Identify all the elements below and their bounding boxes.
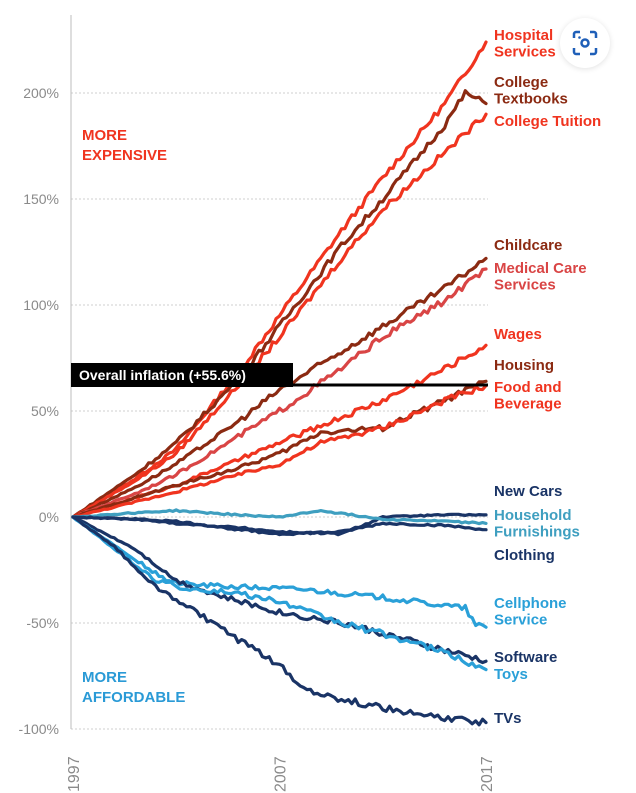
series-line-food-and-beverage <box>71 384 488 519</box>
series-label: New Cars <box>494 483 562 500</box>
y-tick-label: 0% <box>39 509 59 525</box>
more-affordable-note: AFFORDABLE <box>82 689 185 706</box>
more-expensive-note: EXPENSIVE <box>82 147 167 164</box>
series-line-childcare <box>71 256 488 519</box>
x-tick-label: 2017 <box>479 756 496 792</box>
series-label: Housing <box>494 357 554 374</box>
series-line-housing <box>71 379 488 519</box>
y-tick-label: 50% <box>31 403 59 419</box>
series-line-hospital-services <box>71 40 488 519</box>
series-line-cellphone-service <box>71 515 488 629</box>
y-tick-label: -100% <box>19 721 59 737</box>
series-label: College <box>494 74 548 91</box>
y-tick-label: 150% <box>23 191 59 207</box>
series-label: Childcare <box>494 237 562 254</box>
overall-inflation-label-box <box>71 363 293 387</box>
series-label: Service <box>494 612 547 629</box>
series-label: Household <box>494 507 572 524</box>
visual-search-button[interactable] <box>560 18 610 68</box>
series-label: TVs <box>494 710 522 727</box>
overall-inflation-label: Overall inflation (+55.6%) <box>79 367 246 383</box>
x-tick-label: 1997 <box>66 756 83 792</box>
series-line-college-tuition <box>71 112 488 519</box>
series-label: Furnishings <box>494 524 580 541</box>
series-label: Medical Care <box>494 260 587 277</box>
series-label: Cellphone <box>494 595 567 612</box>
series-line-household-furnishings <box>71 508 488 526</box>
series-label: College Tuition <box>494 113 601 130</box>
series-line-toys <box>71 515 488 672</box>
x-tick-label: 2007 <box>273 756 290 792</box>
series-line-medical-care-services <box>71 267 488 519</box>
y-tick-label: 200% <box>23 85 59 101</box>
more-affordable-note: MORE <box>82 669 127 686</box>
series-label: Food and <box>494 379 562 396</box>
series-line-college-textbooks <box>71 89 488 519</box>
series-line-clothing <box>71 515 488 537</box>
series-label: Hospital <box>494 27 553 44</box>
series-label: Services <box>494 277 556 294</box>
series-line-software <box>71 515 488 665</box>
series-label: Software <box>494 649 557 666</box>
y-tick-label: -50% <box>26 615 59 631</box>
series-label: Services <box>494 44 556 61</box>
visual-search-icon <box>572 30 598 56</box>
series-label: Clothing <box>494 547 555 564</box>
y-tick-label: 100% <box>23 297 59 313</box>
more-expensive-note: MORE <box>82 127 127 144</box>
series-label: Wages <box>494 326 542 343</box>
series-label: Textbooks <box>494 91 568 108</box>
series-label: Beverage <box>494 396 562 413</box>
series-line-tvs <box>71 515 488 727</box>
series-label: Toys <box>494 666 528 683</box>
